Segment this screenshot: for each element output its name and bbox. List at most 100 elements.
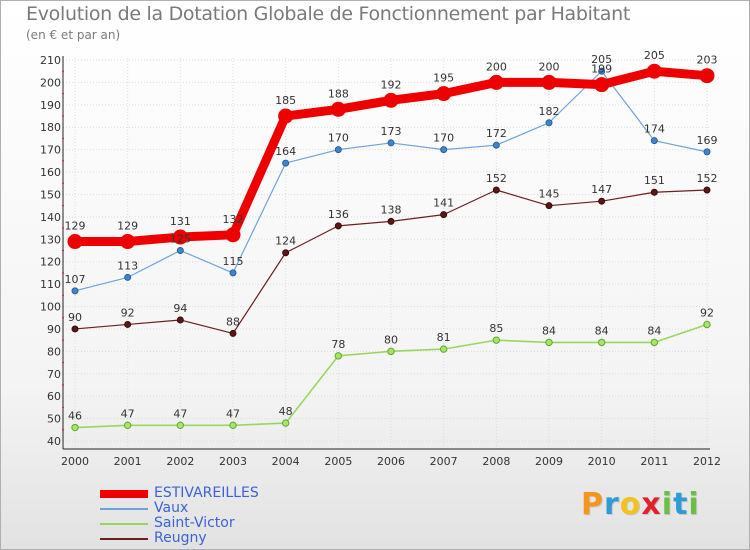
data-point-estivareilles (330, 101, 346, 117)
data-point-vaux (176, 247, 184, 254)
y-tick-label: 190 (40, 99, 61, 112)
legend-label-estivareilles: ESTIVAREILLES (154, 485, 259, 501)
data-label-vaux: 173 (381, 125, 402, 138)
data-label-reugny: 147 (591, 183, 612, 196)
chart-title: Evolution de la Dotation Globale de Fonc… (26, 3, 631, 25)
data-point-vaux (387, 139, 395, 147)
x-tick-label: 2002 (166, 455, 194, 468)
data-label-reugny: 136 (328, 208, 349, 221)
data-label-reugny: 151 (644, 174, 665, 187)
data-point-estivareilles (699, 68, 715, 84)
data-point-estivareilles (172, 229, 188, 245)
data-point-reugny (124, 320, 132, 328)
data-label-saint-victor: 84 (647, 324, 661, 337)
chart-subtitle: (en € et par an) (26, 28, 121, 42)
data-label-saint-victor: 85 (489, 322, 503, 335)
x-tick-label: 2003 (219, 455, 247, 468)
data-label-vaux: 205 (591, 53, 612, 66)
y-tick-label: 90 (47, 323, 61, 336)
x-tick-label: 2005 (324, 455, 352, 468)
data-point-estivareilles (436, 86, 452, 102)
y-tick-label: 210 (40, 54, 61, 67)
legend-label-reugny: Reugny (154, 530, 207, 546)
data-label-estivareilles: 192 (381, 78, 402, 91)
data-label-estivareilles: 200 (539, 60, 560, 73)
logo-letter: i (688, 487, 700, 522)
data-point-reugny (492, 186, 500, 194)
data-point-saint-victor (545, 338, 553, 347)
chart-legend: ESTIVAREILLES Vaux Saint-Victor Reugny (100, 486, 259, 546)
legend-label-vaux: Vaux (154, 500, 189, 516)
y-tick-label: 80 (47, 345, 61, 358)
data-label-saint-victor: 47 (226, 407, 240, 420)
data-point-estivareilles (67, 234, 83, 250)
logo-letter: P (581, 487, 604, 522)
legend-swatch-vaux (100, 507, 148, 510)
y-tick-label: 40 (47, 435, 61, 448)
x-tick-label: 2009 (535, 455, 563, 468)
x-tick-label: 2006 (377, 455, 405, 468)
data-point-vaux (334, 146, 342, 154)
x-tick-label: 2000 (61, 455, 89, 468)
y-tick-label: 110 (40, 278, 61, 291)
data-point-saint-victor (597, 338, 606, 347)
y-tick-label: 120 (40, 256, 61, 269)
data-label-vaux: 113 (117, 259, 138, 272)
data-label-vaux: 182 (539, 105, 560, 118)
data-label-estivareilles: 185 (275, 94, 296, 107)
data-label-vaux: 107 (65, 273, 86, 286)
data-point-estivareilles (646, 63, 662, 79)
data-point-saint-victor (229, 421, 237, 430)
data-label-saint-victor: 47 (121, 407, 135, 420)
data-point-vaux (492, 141, 500, 149)
data-point-estivareilles (488, 74, 504, 90)
data-label-reugny: 152 (486, 172, 507, 185)
data-label-vaux: 164 (275, 145, 296, 158)
data-point-reugny (229, 329, 237, 337)
legend-swatch-estivareilles (100, 489, 148, 498)
data-label-reugny: 92 (121, 306, 135, 319)
data-point-estivareilles (120, 234, 136, 250)
data-label-estivareilles: 200 (486, 60, 507, 73)
x-tick-label: 2008 (482, 455, 510, 468)
data-point-vaux (703, 148, 711, 156)
data-point-estivareilles (278, 108, 294, 124)
data-point-saint-victor (439, 345, 448, 353)
data-label-vaux: 115 (223, 255, 244, 268)
legend-swatch-reugny (100, 537, 148, 540)
data-label-vaux: 170 (433, 132, 454, 145)
logo-letter: t (673, 487, 689, 522)
data-point-estivareilles (594, 77, 610, 93)
y-tick-label: 100 (40, 301, 61, 314)
data-label-reugny: 88 (226, 315, 240, 328)
data-label-saint-victor: 47 (173, 407, 187, 420)
data-point-saint-victor (123, 421, 132, 430)
data-label-estivareilles: 132 (223, 213, 244, 226)
data-label-saint-victor: 46 (68, 410, 82, 423)
data-label-saint-victor: 80 (384, 333, 398, 346)
data-point-vaux (282, 159, 290, 167)
data-label-vaux: 172 (486, 127, 507, 140)
logo-letter: x (641, 487, 662, 522)
y-tick-label: 60 (47, 390, 61, 403)
y-tick-label: 70 (47, 368, 61, 381)
data-label-estivareilles: 195 (433, 72, 454, 85)
data-label-vaux: 169 (697, 134, 718, 147)
data-point-vaux (229, 269, 237, 277)
data-label-saint-victor: 84 (595, 324, 609, 337)
data-label-vaux: 125 (170, 233, 191, 246)
data-point-reugny (598, 197, 606, 205)
data-label-reugny: 141 (433, 197, 454, 210)
data-point-reugny (440, 211, 448, 219)
data-label-estivareilles: 131 (170, 215, 191, 228)
y-tick-label: 170 (40, 144, 61, 157)
logo-letter: o (619, 487, 642, 522)
x-tick-label: 2010 (588, 455, 616, 468)
data-label-reugny: 90 (68, 311, 82, 324)
data-point-vaux (124, 273, 132, 281)
data-label-estivareilles: 188 (328, 87, 349, 100)
data-point-reugny (334, 222, 342, 230)
data-point-estivareilles (541, 74, 557, 90)
